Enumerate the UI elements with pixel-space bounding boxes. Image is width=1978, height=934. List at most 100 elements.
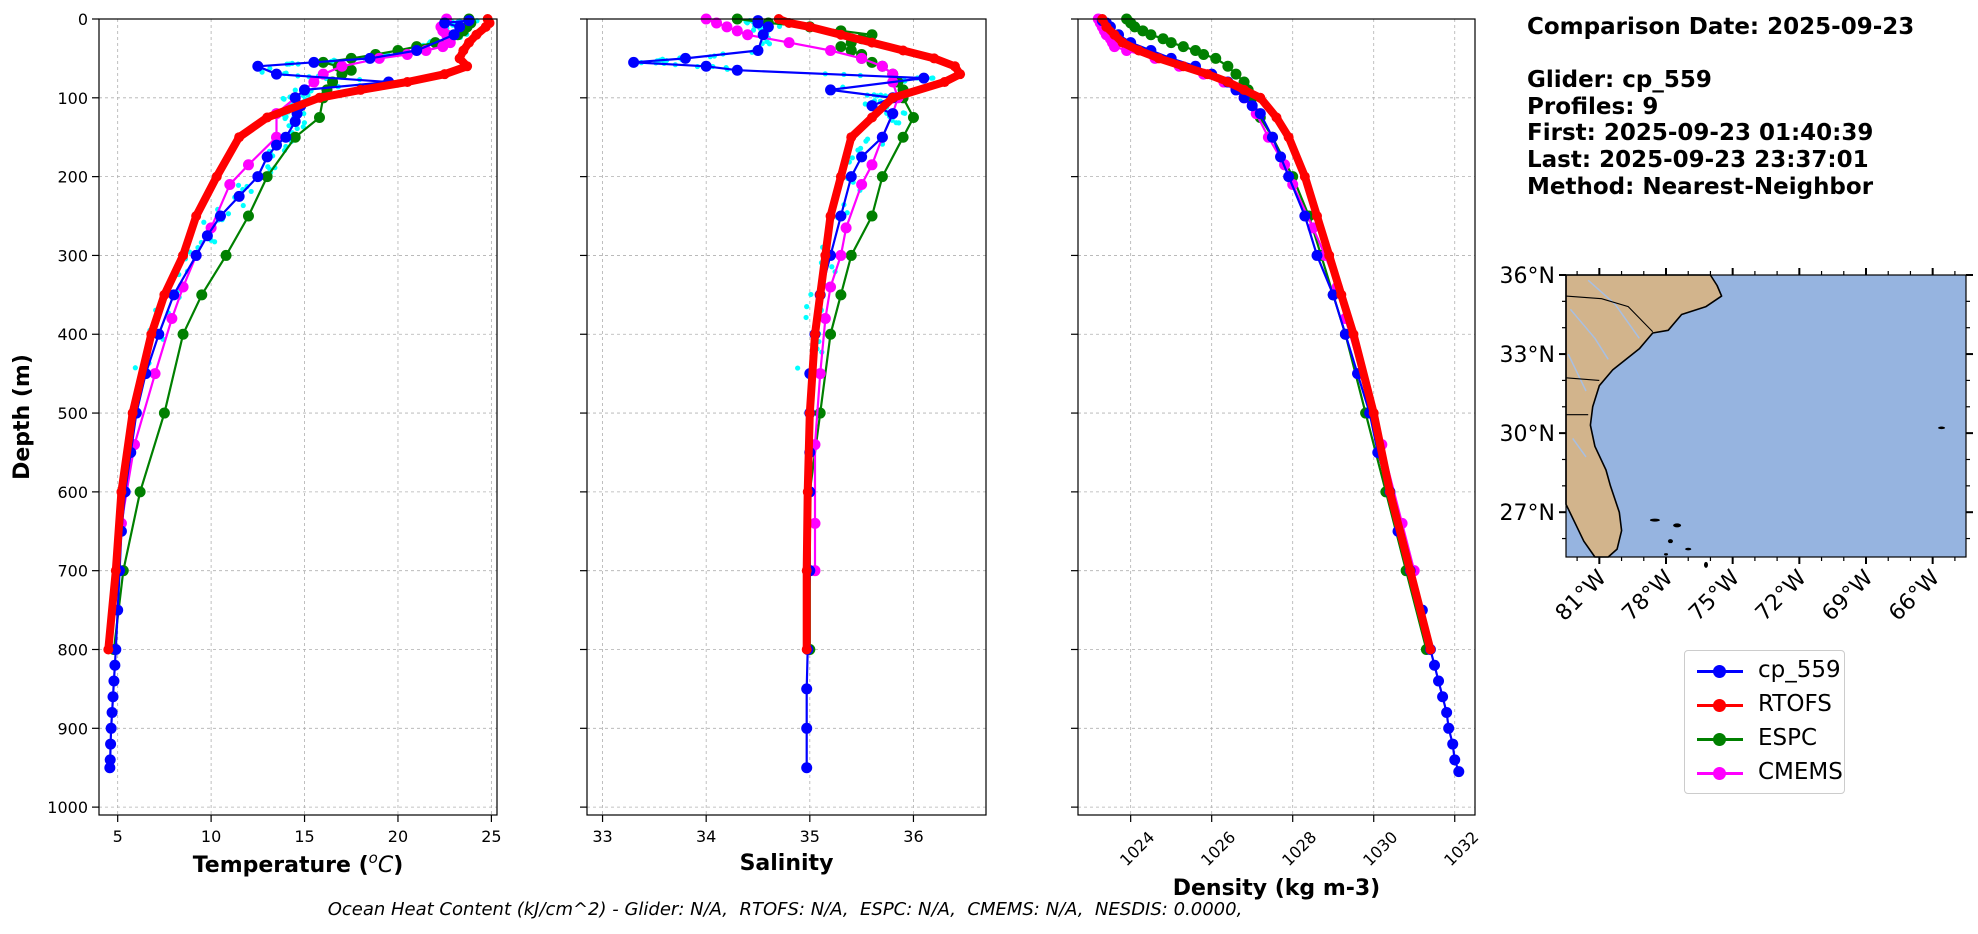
map-river <box>1567 353 1587 392</box>
data-point-espc <box>1230 68 1242 80</box>
data-point-rtofs <box>1202 69 1213 80</box>
data-point-glider <box>876 131 888 143</box>
x-tick-label: 5 <box>113 827 123 846</box>
data-point-glider <box>801 722 813 734</box>
data-point-glider <box>106 707 118 719</box>
map-island <box>1649 518 1660 522</box>
map-river <box>1569 308 1609 360</box>
ocean-heat-content-footer: Ocean Heat Content (kJ/cm^2) - Glider: N… <box>327 899 1243 920</box>
data-point-glider <box>109 659 121 671</box>
map-islands <box>1649 426 1946 568</box>
data-point-espc <box>242 210 254 222</box>
legend-marker-glider <box>1713 665 1726 678</box>
raw-point <box>750 27 757 33</box>
raw-point <box>294 125 300 132</box>
data-point-rtofs <box>1348 329 1359 340</box>
data-point-glider <box>108 675 120 687</box>
data-point-espc <box>261 171 273 183</box>
map: 36°N 33°N 30°N 27°N 81°W 78°W 75°W 72°W 69°W 66°W <box>1500 264 1973 626</box>
data-point-glider <box>1266 131 1278 143</box>
data-point-glider <box>1428 659 1440 671</box>
data-point-rtofs <box>1117 37 1128 48</box>
data-point-rtofs <box>402 77 413 88</box>
data-point-cmems <box>711 17 723 29</box>
raw-point <box>896 120 902 126</box>
raw-point <box>235 182 242 188</box>
x-axis-label: Density (kg m-3) <box>1173 876 1381 901</box>
data-point-rtofs <box>439 69 450 80</box>
data-point-cmems <box>856 52 868 64</box>
data-point-rtofs <box>898 45 909 56</box>
map-island <box>1938 426 1946 430</box>
data-point-rtofs <box>314 92 325 103</box>
data-point-cmems <box>1108 41 1120 53</box>
data-point-espc <box>345 64 357 76</box>
legend: cp_559 RTOFS ESPC CMEMS <box>1684 650 1845 794</box>
raw-point <box>301 120 308 126</box>
data-point-glider <box>201 230 213 242</box>
y-tick-label: 100 <box>57 89 88 108</box>
data-point-rtofs <box>810 329 820 340</box>
data-point-cmems <box>825 281 837 293</box>
data-point-espc <box>196 289 208 301</box>
map-island <box>1704 561 1708 568</box>
series-rtofs <box>1097 14 1436 655</box>
data-point-glider <box>825 84 837 96</box>
data-point-glider <box>261 151 273 163</box>
data-point-glider <box>1441 707 1453 719</box>
y-tick-label: 200 <box>57 168 88 187</box>
data-point-glider <box>1311 249 1323 261</box>
y-tick-label: 800 <box>57 640 88 659</box>
x-axis-label: Salinity <box>740 851 834 876</box>
data-point-rtofs <box>110 565 121 576</box>
data-point-cmems <box>742 29 754 41</box>
data-point-rtofs <box>1109 29 1120 40</box>
data-point-glider <box>105 722 117 734</box>
data-point-glider <box>762 21 774 33</box>
data-point-rtofs <box>127 408 138 419</box>
data-point-glider <box>731 64 743 76</box>
data-point-rtofs <box>1299 171 1310 182</box>
panel-salinity: 33 34 35 36 Salinity <box>580 13 987 876</box>
map-state-border <box>1565 295 1654 333</box>
raw-point <box>928 75 935 81</box>
data-point-espc <box>134 486 146 498</box>
series-rtofs <box>773 14 966 655</box>
data-point-espc <box>1198 48 1210 60</box>
raw-glider-points <box>132 18 480 371</box>
y-tick-label: 0 <box>78 10 88 29</box>
data-point-rtofs <box>1384 486 1395 497</box>
data-point-cmems <box>242 159 254 171</box>
raw-point <box>292 87 298 93</box>
data-point-espc <box>1177 41 1189 53</box>
map-lon-label: 75°W <box>1684 565 1745 626</box>
data-point-glider <box>1447 738 1459 750</box>
map-state-borders <box>1565 295 1654 416</box>
data-point-glider <box>364 52 376 64</box>
y-axis-label: Depth (m) <box>10 354 35 480</box>
data-point-glider <box>628 56 640 68</box>
data-point-glider <box>463 15 475 27</box>
data-point-glider <box>107 691 119 703</box>
data-point-glider <box>168 289 180 301</box>
data-point-espc <box>897 131 909 143</box>
data-point-espc <box>1210 52 1222 64</box>
series-glider <box>104 15 475 774</box>
data-point-rtofs <box>471 29 482 40</box>
data-point-espc <box>866 210 878 222</box>
raw-point <box>803 314 809 321</box>
raw-point <box>764 38 770 45</box>
x-tick-label: 10 <box>201 827 221 846</box>
map-frame <box>1565 274 1967 558</box>
data-point-rtofs <box>939 77 950 88</box>
raw-point <box>248 188 254 195</box>
data-point-cmems <box>271 131 283 143</box>
data-point-glider <box>271 139 283 151</box>
map-island <box>1685 547 1692 551</box>
map-lon-label: 69°W <box>1818 565 1879 626</box>
data-point-rtofs <box>955 69 966 80</box>
legend-item-espc: ESPC <box>1693 724 1843 754</box>
last-time-text: Last: 2025-09-23 23:37:01 <box>1527 146 1869 173</box>
data-point-glider <box>856 151 868 163</box>
